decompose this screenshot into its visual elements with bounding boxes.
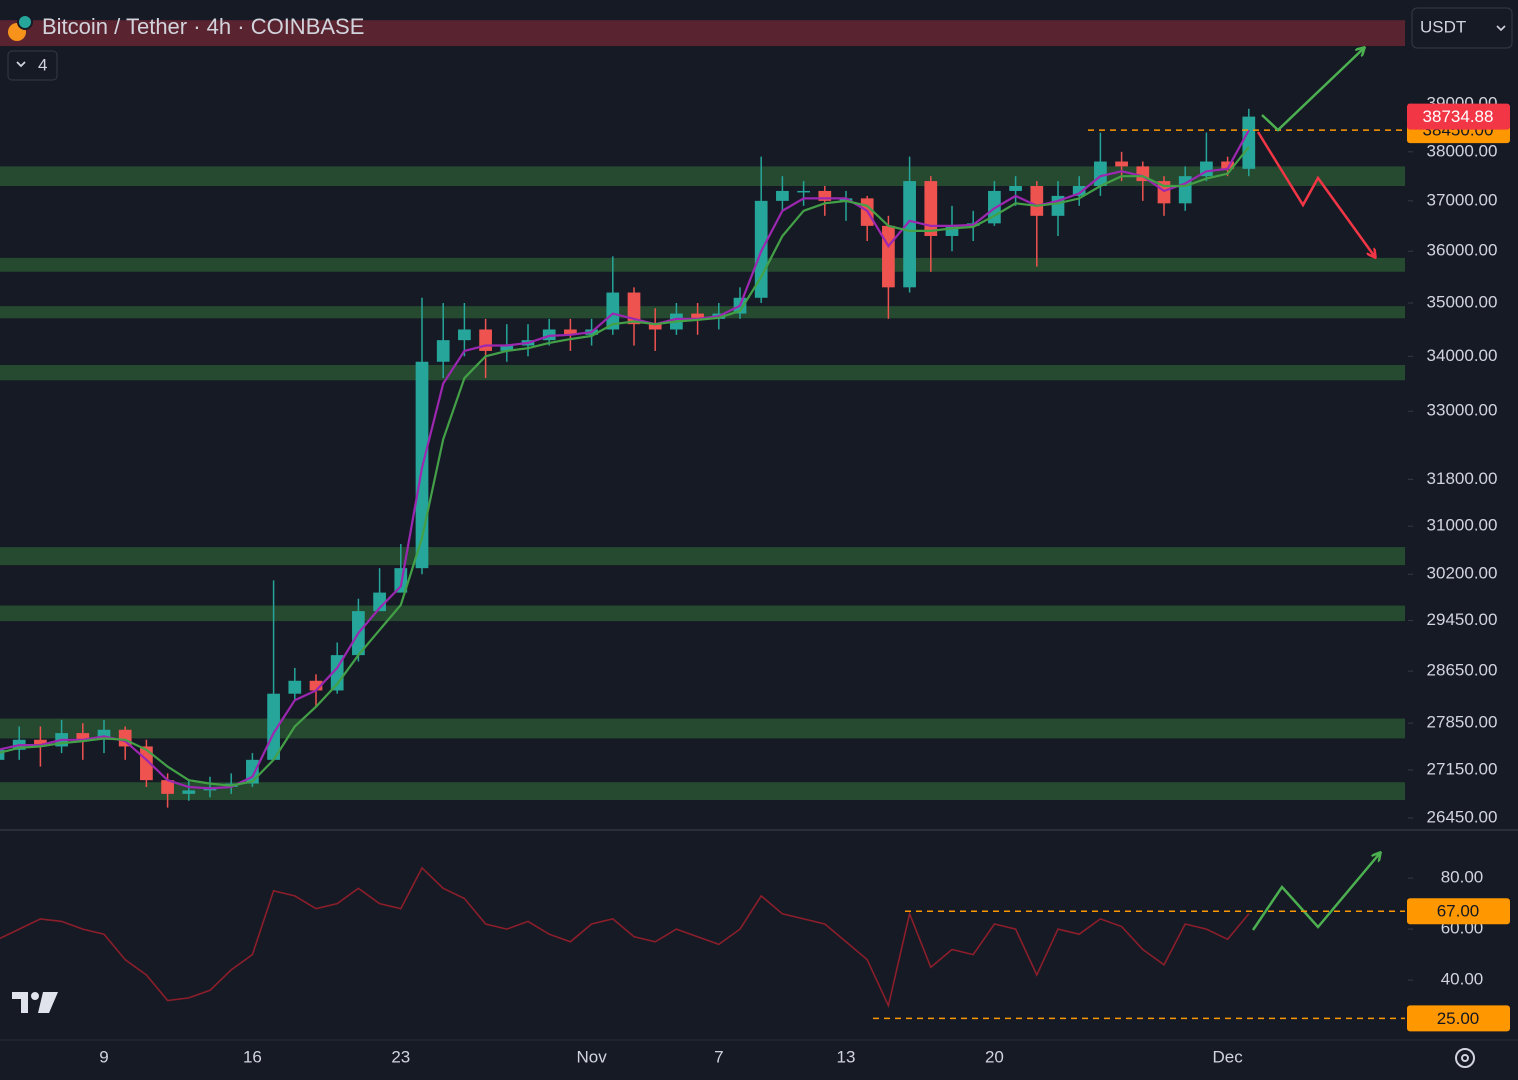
candle-body — [500, 345, 514, 351]
currency-label: USDT — [1420, 17, 1466, 36]
y-tick-label: 33000.00 — [1427, 401, 1498, 420]
axes-layer: 39000.0038000.0037000.0036000.0035000.00… — [99, 94, 1510, 1066]
price-tag-label: 25.00 — [1437, 1009, 1480, 1028]
chevron — [16, 61, 26, 68]
rsi-bullish-arrow — [1251, 853, 1380, 931]
candle-body — [627, 292, 641, 325]
candle-body — [1094, 161, 1107, 187]
candle-body — [924, 181, 938, 236]
y-tick-label: 36000.00 — [1427, 241, 1498, 260]
y-tick-label: 27150.00 — [1427, 759, 1498, 778]
y-tick-label: 80.00 — [1441, 868, 1484, 887]
candle-body — [34, 739, 47, 747]
candle-body — [606, 292, 620, 330]
candle-body — [309, 680, 323, 691]
candle-body — [564, 329, 577, 335]
zones-layer — [0, 20, 1405, 801]
price-layer — [0, 108, 1405, 808]
candle-body — [1221, 161, 1234, 169]
support-zone — [0, 547, 1405, 566]
x-tick-label: Nov — [576, 1047, 607, 1066]
candle-body — [0, 749, 5, 760]
support-zone — [0, 605, 1405, 622]
candle-body — [797, 190, 810, 193]
rsi-layer — [0, 866, 1250, 1009]
x-tick-label: Dec — [1212, 1047, 1243, 1066]
candle-body — [903, 181, 916, 288]
x-tick-label: 7 — [714, 1047, 723, 1066]
support-zone — [0, 166, 1405, 187]
indicator-toggle[interactable] — [7, 50, 58, 81]
tradingview-logo — [12, 992, 58, 1013]
y-tick-label: 35000.00 — [1427, 293, 1498, 312]
price-tag — [1407, 898, 1510, 925]
x-tick-label: 13 — [837, 1047, 856, 1066]
y-tick-label: 38000.00 — [1427, 141, 1498, 160]
y-tick-label: 26450.00 — [1427, 807, 1498, 826]
candle-body — [882, 225, 895, 288]
y-tick-label: 28650.00 — [1427, 661, 1498, 680]
y-tick-label: 27850.00 — [1427, 713, 1498, 732]
settings-icon[interactable] — [1455, 1048, 1475, 1068]
candle-body — [1072, 186, 1086, 196]
x-tick-label: 23 — [391, 1047, 410, 1066]
candle-body — [458, 329, 471, 341]
candle-body — [776, 190, 789, 201]
candle-body — [97, 729, 111, 740]
candle-body — [288, 680, 302, 694]
symbol-title: Bitcoin / Tether · 4h · COINBASE — [42, 14, 364, 39]
candle-body — [140, 746, 153, 781]
support-zone — [0, 306, 1405, 319]
resistance-zone — [0, 20, 1405, 47]
candle-body — [436, 340, 450, 362]
candle-body — [1178, 176, 1192, 204]
support-zone — [0, 364, 1405, 381]
y-tick-label: 40.00 — [1441, 970, 1484, 989]
candle-body — [691, 313, 704, 319]
candle-body — [1242, 116, 1256, 169]
candle-body — [648, 324, 662, 330]
moving-average — [0, 146, 1250, 787]
candle-body — [76, 733, 90, 740]
x-tick-label: 9 — [99, 1047, 108, 1066]
x-tick-label: 16 — [243, 1047, 262, 1066]
y-tick-label: 31000.00 — [1427, 516, 1498, 535]
price-tag-label: 67.00 — [1437, 902, 1480, 921]
price-tag-label: 38734.88 — [1423, 107, 1494, 126]
candle-body — [1030, 186, 1044, 216]
candle-body — [945, 225, 959, 236]
bearish-arrow — [1256, 131, 1375, 257]
rsi-line — [0, 866, 1250, 1009]
indicator-count: 4 — [38, 55, 47, 74]
usdt-icon — [17, 14, 33, 30]
candle-body — [818, 190, 832, 201]
candle-body — [182, 790, 196, 794]
chevron — [1496, 25, 1506, 32]
y-tick-label: 37000.00 — [1427, 190, 1498, 209]
y-tick-label: 30200.00 — [1427, 564, 1498, 583]
candle-body — [373, 592, 386, 612]
y-tick-label: 34000.00 — [1427, 346, 1498, 365]
support-zone — [0, 718, 1405, 739]
x-tick-label: 20 — [985, 1047, 1004, 1066]
price-tag — [1407, 103, 1510, 130]
bullish-arrow — [1261, 48, 1364, 132]
candle-body — [1115, 161, 1128, 167]
support-zone — [0, 257, 1405, 272]
candle-body — [267, 693, 280, 760]
y-tick-label: 29450.00 — [1427, 610, 1498, 629]
candle-body — [161, 780, 174, 794]
y-tick-label: 31800.00 — [1427, 469, 1498, 488]
support-zone — [0, 782, 1405, 801]
currency-select[interactable] — [1411, 7, 1513, 49]
price-tag — [1407, 1005, 1510, 1032]
candle-body — [1009, 186, 1022, 191]
